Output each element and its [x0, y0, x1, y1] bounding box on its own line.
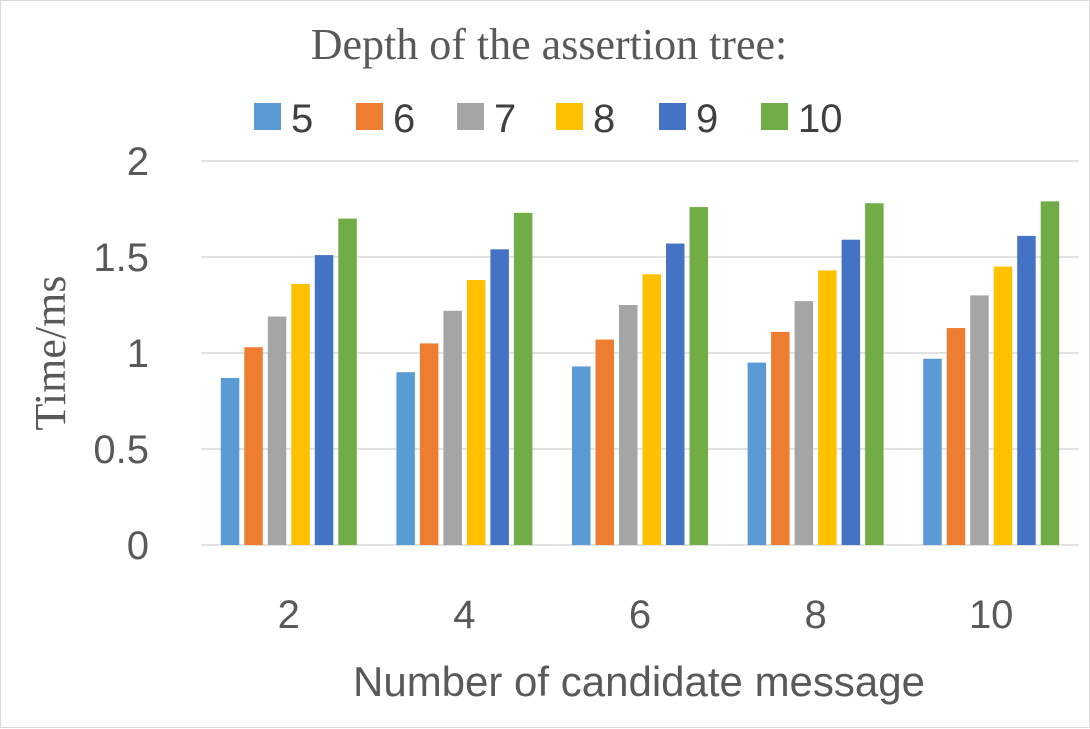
legend-swatch-6: [356, 103, 383, 130]
y-axis-ticks: 0 0.5 1 1.5 2: [93, 140, 149, 568]
x-axis-label: Number of candidate message: [353, 658, 925, 705]
bar-series-5-cat-6: [572, 366, 591, 545]
bar-series-5-cat-2: [220, 377, 240, 545]
legend-label-5: 5: [291, 97, 313, 141]
legend-label-7: 7: [494, 97, 516, 141]
bar-series-7-cat-10: [970, 295, 989, 545]
y-tick-label: 1.5: [93, 236, 149, 280]
y-tick-label: 0: [127, 524, 149, 568]
bar-series-6-cat-2: [244, 347, 263, 545]
bar-series-6-cat-6: [595, 339, 614, 545]
bar-series-6-cat-8: [771, 331, 790, 545]
legend-swatch-10: [761, 103, 788, 130]
legend: 5 6 7 8 9 10: [254, 97, 843, 141]
legend-swatch-9: [659, 103, 686, 130]
bar-series-7-cat-2: [267, 316, 287, 545]
bar-series-8-cat-2: [291, 283, 310, 545]
bar-series-8-cat-8: [818, 270, 837, 545]
bar-series-8-cat-4: [466, 280, 486, 545]
bar-series-10-cat-6: [689, 207, 708, 545]
bar-series-10-cat-4: [513, 212, 533, 545]
bar-series-9-cat-2: [314, 255, 334, 545]
y-tick-label: 1: [127, 332, 149, 376]
x-axis-ticks: 2 4 6 8 10: [278, 593, 1014, 637]
bar-series-9-cat-10: [1017, 235, 1036, 545]
y-tick-label: 2: [127, 140, 149, 184]
legend-label-6: 6: [393, 97, 415, 141]
bar-series-9-cat-6: [666, 243, 685, 545]
legend-swatch-7: [457, 103, 484, 130]
bar-series-10-cat-2: [338, 218, 357, 545]
x-tick-label: 8: [804, 593, 826, 637]
bar-series-9-cat-8: [841, 239, 861, 545]
bar-series-8-cat-10: [993, 266, 1013, 545]
y-tick-label: 0.5: [93, 428, 149, 472]
bar-series-7-cat-6: [619, 305, 638, 545]
bar-series-6-cat-10: [946, 328, 966, 545]
chart-title: Depth of the assertion tree:: [311, 20, 788, 69]
bar-series-9-cat-4: [490, 249, 509, 545]
bar-series-5-cat-4: [396, 372, 415, 545]
bar-series-10-cat-8: [865, 203, 884, 546]
legend-label-8: 8: [593, 97, 615, 141]
bar-series-6-cat-4: [419, 343, 439, 545]
bar-series-7-cat-4: [443, 310, 462, 545]
bar-series-8-cat-6: [642, 274, 661, 545]
legend-label-9: 9: [696, 97, 718, 141]
bars: [220, 201, 1060, 546]
bar-series-7-cat-8: [794, 301, 814, 545]
legend-swatch-5: [254, 103, 281, 130]
x-tick-label: 4: [453, 593, 475, 637]
y-axis-label: Time/ms: [26, 276, 75, 431]
x-tick-label: 2: [278, 593, 300, 637]
bar-series-5-cat-10: [923, 358, 942, 545]
x-tick-label: 10: [969, 593, 1014, 637]
bar-series-5-cat-8: [747, 362, 767, 545]
legend-swatch-8: [556, 103, 583, 130]
bar-series-10-cat-10: [1040, 201, 1060, 545]
legend-label-10: 10: [798, 97, 843, 141]
x-tick-label: 6: [629, 593, 651, 637]
